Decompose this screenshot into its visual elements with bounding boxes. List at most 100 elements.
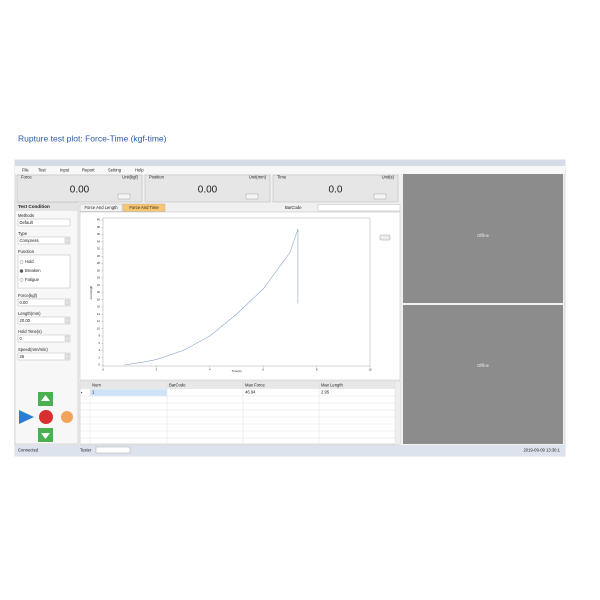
x-tick-label: 6 bbox=[262, 368, 264, 372]
field-value: 25 bbox=[20, 354, 25, 359]
barcode-input[interactable] bbox=[317, 204, 401, 212]
spin[interactable] bbox=[64, 317, 70, 324]
menu-item[interactable]: Report bbox=[82, 167, 95, 172]
spin[interactable] bbox=[64, 335, 70, 342]
readout-value: 0.00 bbox=[70, 185, 90, 196]
x-tick-label: 0 bbox=[102, 368, 104, 372]
y-tick-label: 20 bbox=[97, 290, 101, 294]
stop-button[interactable] bbox=[39, 410, 53, 424]
readout-unit: Unit(mm) bbox=[249, 175, 267, 180]
column-header: Max Length bbox=[321, 383, 344, 388]
readout-label: Position bbox=[149, 175, 165, 180]
reset-button[interactable] bbox=[61, 411, 73, 423]
tester-select[interactable] bbox=[95, 446, 131, 454]
table-header bbox=[80, 382, 400, 389]
field-input[interactable] bbox=[17, 316, 71, 325]
radio[interactable] bbox=[19, 269, 24, 273]
heading: Rupture test plot: Force-Time (kgf-time) bbox=[18, 133, 167, 143]
panel-status: Offline bbox=[477, 233, 490, 238]
column-header: Num bbox=[92, 383, 101, 388]
status-connection: Connected bbox=[18, 448, 39, 453]
option-label: Hold bbox=[25, 259, 34, 264]
field-value: 20.00 bbox=[20, 318, 31, 323]
y-axis-title: Force(kgf) bbox=[89, 286, 93, 300]
status-tester: Tester bbox=[80, 448, 92, 453]
column-header: BarCode bbox=[169, 383, 186, 388]
field-label: Function bbox=[18, 249, 35, 254]
x-tick-label: 8 bbox=[316, 368, 318, 372]
selected-cell bbox=[90, 389, 167, 396]
field-label: Length(mm) bbox=[18, 311, 41, 316]
data-line bbox=[124, 228, 299, 366]
tab-label: Force And Length bbox=[84, 205, 118, 210]
spin[interactable] bbox=[64, 353, 70, 360]
chart-button[interactable] bbox=[379, 234, 391, 241]
y-tick-label: 4 bbox=[98, 348, 100, 352]
side-panel bbox=[403, 305, 563, 444]
option-box bbox=[17, 254, 71, 289]
cell: 2.95 bbox=[321, 390, 330, 395]
cell: 1 bbox=[92, 390, 95, 395]
zero-button[interactable] bbox=[245, 193, 259, 200]
zero-button[interactable] bbox=[373, 193, 387, 200]
y-tick-label: 38 bbox=[97, 225, 101, 229]
y-tick-label: 6 bbox=[98, 341, 100, 345]
readout-unit: Unit(s) bbox=[382, 175, 395, 180]
cell: 46.94 bbox=[245, 390, 256, 395]
field-value: Compress bbox=[20, 238, 39, 243]
side-panel bbox=[403, 174, 563, 303]
y-tick-label: 10 bbox=[97, 326, 101, 330]
y-tick-label: 12 bbox=[97, 319, 101, 323]
tab[interactable] bbox=[79, 203, 123, 212]
scrollbar bbox=[395, 382, 400, 444]
field-value: 0 bbox=[20, 336, 23, 341]
field-value: 0.00 bbox=[20, 300, 29, 305]
radio[interactable] bbox=[19, 260, 24, 264]
y-tick-label: 2 bbox=[98, 355, 100, 359]
field-input[interactable] bbox=[17, 218, 71, 227]
menu-item[interactable]: Input bbox=[60, 167, 70, 172]
zero-button[interactable] bbox=[117, 193, 131, 200]
y-tick-label: 32 bbox=[97, 247, 101, 251]
plot-area bbox=[102, 217, 371, 367]
radio[interactable] bbox=[19, 278, 24, 282]
left-header bbox=[15, 203, 78, 211]
readout-label: Time bbox=[277, 175, 287, 180]
field-value: Default bbox=[20, 220, 34, 225]
x-axis-title: Time(s) bbox=[231, 369, 241, 373]
field-input[interactable] bbox=[17, 298, 71, 307]
field-label: Force(kgf) bbox=[18, 293, 38, 298]
column-header: Max Force bbox=[245, 383, 265, 388]
option-label: Fatigue bbox=[25, 277, 40, 282]
panel-status: Offline bbox=[477, 363, 490, 368]
start-button[interactable] bbox=[19, 410, 34, 424]
field-input[interactable] bbox=[17, 236, 71, 245]
title-bar bbox=[15, 160, 565, 166]
y-tick-label: 22 bbox=[97, 283, 101, 287]
x-tick-label: 10 bbox=[368, 368, 372, 372]
y-tick-label: 26 bbox=[97, 268, 101, 272]
readout-value: 0.0 bbox=[329, 185, 343, 196]
menu-bar bbox=[15, 166, 565, 174]
tab[interactable] bbox=[122, 203, 166, 212]
menu-item[interactable]: Test bbox=[38, 167, 47, 172]
x-tick-label: 2 bbox=[156, 368, 158, 372]
field-input[interactable] bbox=[17, 334, 71, 343]
y-tick-label: 18 bbox=[97, 297, 101, 301]
y-tick-label: 36 bbox=[97, 232, 101, 236]
readout-value: 0.00 bbox=[198, 185, 218, 196]
field-label: Methods bbox=[18, 213, 34, 218]
spin[interactable] bbox=[64, 299, 70, 306]
menu-item[interactable]: File bbox=[22, 167, 29, 172]
field-label: Speed(mm/min) bbox=[18, 347, 48, 352]
panel-title: Test Condition bbox=[18, 204, 50, 209]
y-tick-label: 34 bbox=[97, 239, 101, 243]
barcode-label: BarCode bbox=[285, 205, 302, 210]
spin[interactable] bbox=[64, 237, 70, 244]
menu-item[interactable]: Help bbox=[135, 167, 144, 172]
menu-item[interactable]: Setting bbox=[108, 167, 122, 172]
field-input[interactable] bbox=[17, 352, 71, 361]
y-tick-label: 0 bbox=[98, 363, 100, 367]
y-tick-label: 28 bbox=[97, 261, 101, 265]
